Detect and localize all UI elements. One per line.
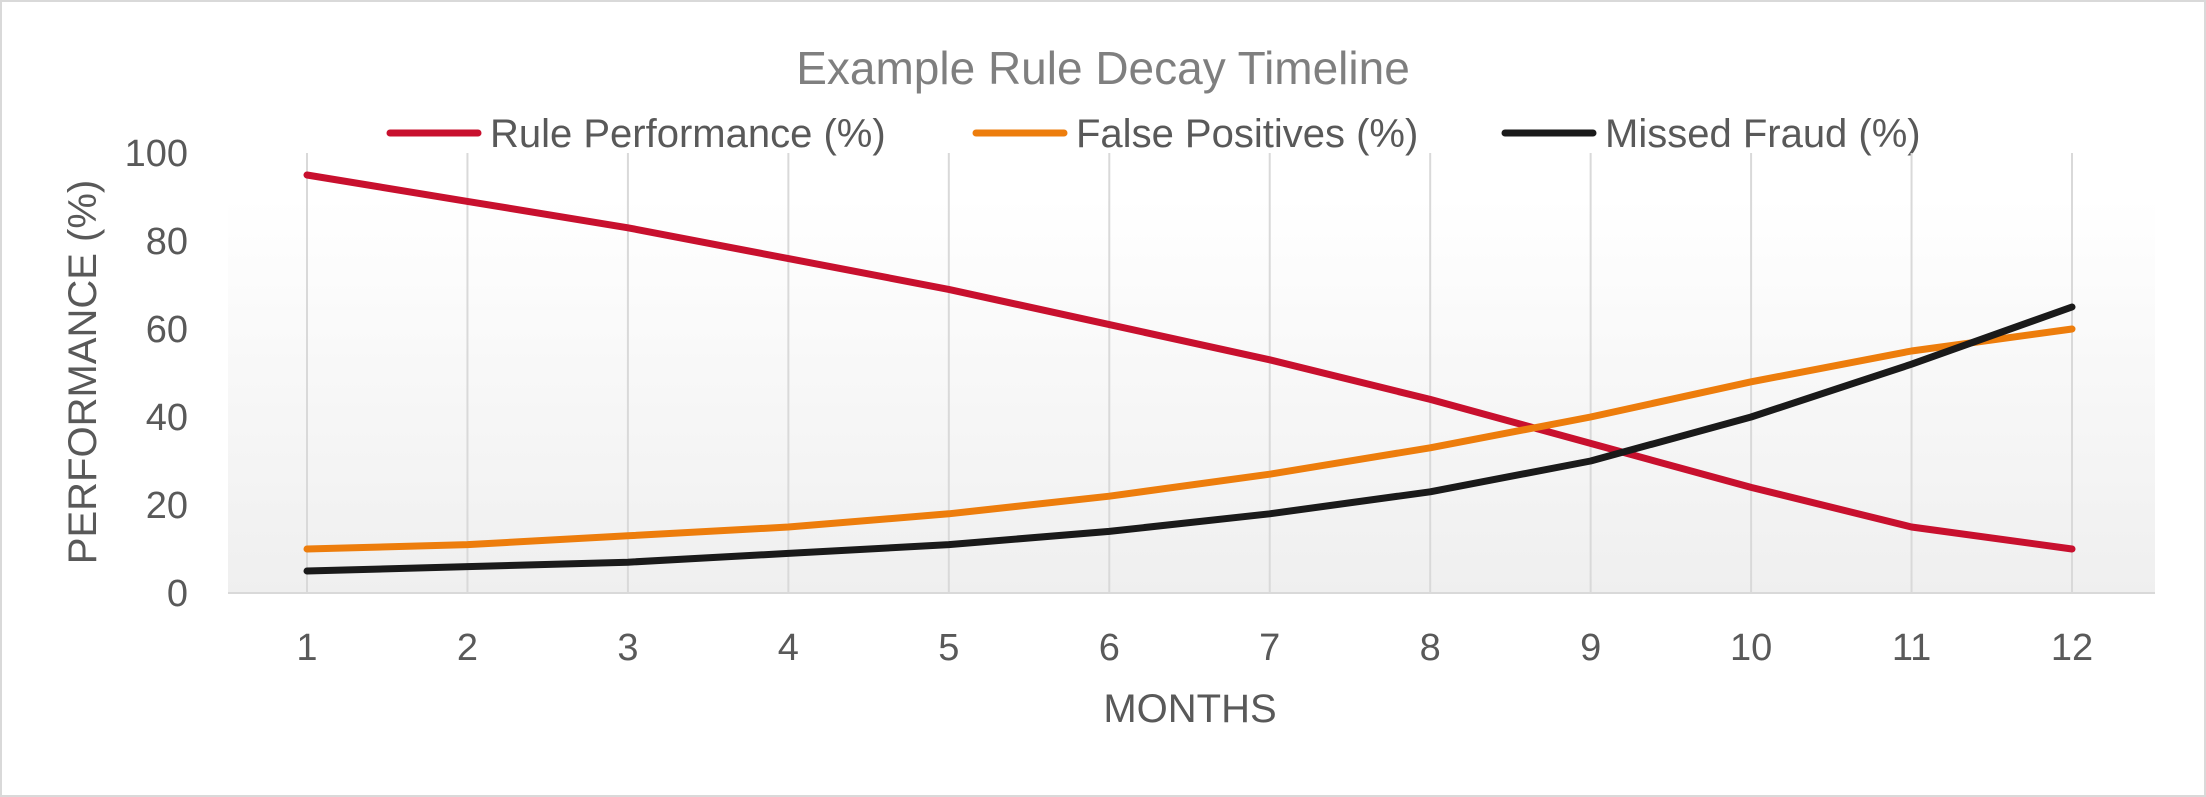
y-tick-label: 0 (167, 573, 188, 615)
x-tick-label: 3 (617, 627, 638, 669)
series-line-3 (303, 303, 2076, 575)
y-tick-label: 40 (146, 397, 188, 439)
series-line-1 (303, 171, 2076, 553)
x-tick-label: 8 (1420, 627, 1441, 669)
y-tick-label: 100 (125, 133, 188, 175)
y-tick-label: 60 (146, 309, 188, 351)
x-tick-label: 6 (1099, 627, 1120, 669)
x-tick-label: 10 (1730, 627, 1772, 669)
x-tick-label: 4 (778, 627, 799, 669)
x-tick-label: 11 (1892, 627, 1931, 669)
legend-label: Missed Fraud (%) (1605, 112, 1921, 156)
y-tick-label: 80 (146, 221, 188, 263)
legend-label: False Positives (%) (1076, 112, 1418, 156)
x-tick-label: 5 (938, 627, 959, 669)
chart-title: Example Rule Decay Timeline (796, 42, 1410, 94)
x-tick-label: 2 (457, 627, 478, 669)
legend: Rule Performance (%) False Positives (%) M… (386, 112, 1921, 156)
y-tick-label: 20 (146, 485, 188, 527)
x-axis-title: MONTHS (1103, 687, 1276, 731)
legend-label: Rule Performance (%) (490, 112, 886, 156)
x-tick-label: 12 (2051, 627, 2093, 669)
plot-background (228, 198, 2155, 593)
y-axis-title: PERFORMANCE (%) (61, 180, 105, 564)
series-line-2 (303, 325, 2076, 553)
x-tick-label: 1 (296, 627, 317, 669)
series-lines (303, 171, 2076, 575)
x-tick-label: 9 (1580, 627, 1601, 669)
grid-lines (306, 153, 2073, 593)
x-tick-label: 7 (1259, 627, 1280, 669)
